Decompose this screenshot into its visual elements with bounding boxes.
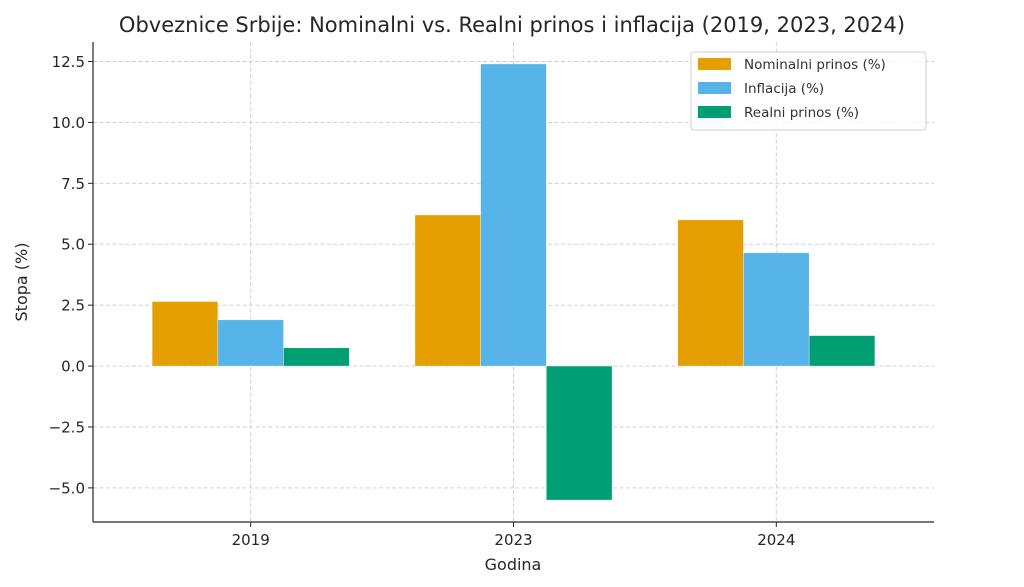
bar-inflacija-2023 <box>480 63 547 367</box>
bar-nominalni-2019 <box>151 301 219 367</box>
y-tick-label: 0.0 <box>61 358 85 376</box>
y-ticks: −5.0 −2.5 0.0 2.5 5.0 7.5 10.0 12.5 <box>49 53 93 497</box>
legend-box <box>690 51 927 131</box>
x-tick-label: 2024 <box>757 531 795 549</box>
y-tick-label: 10.0 <box>52 114 85 132</box>
y-tick-label: 2.5 <box>61 297 85 315</box>
legend-label-1: Nominalni prinos (%) <box>744 57 886 73</box>
legend: Nominalni prinos (%) Inflacija (%) Realni … <box>690 51 927 131</box>
y-tick-label: 12.5 <box>52 53 85 71</box>
x-ticks: 2019 2023 2024 <box>232 522 795 549</box>
bar-inflacija-2019 <box>217 319 284 367</box>
y-tick-label: −2.5 <box>49 418 85 436</box>
y-tick-label: −5.0 <box>49 479 85 497</box>
bar-realni-2023 <box>546 365 613 501</box>
y-axis-label: Stopa (%) <box>12 243 31 322</box>
x-axis-label: Godina <box>485 555 542 574</box>
bar-nominalni-2023 <box>414 214 481 367</box>
x-tick-label: 2023 <box>494 531 532 549</box>
bar-realni-2024 <box>808 335 876 367</box>
y-tick-label: 7.5 <box>61 175 85 193</box>
legend-swatch-1 <box>698 58 731 70</box>
bars <box>151 63 876 501</box>
bar-nominalni-2024 <box>677 219 744 367</box>
bar-inflacija-2024 <box>743 252 810 367</box>
legend-label-2: Inflacija (%) <box>744 81 824 97</box>
y-tick-label: 5.0 <box>61 236 85 254</box>
legend-label-3: Realni prinos (%) <box>744 105 859 121</box>
x-tick-label: 2019 <box>232 531 270 549</box>
legend-swatch-2 <box>698 82 731 94</box>
legend-swatch-3 <box>698 106 731 118</box>
chart-title: Obveznice Srbije: Nominalni vs. Realni p… <box>119 13 905 37</box>
bar-realni-2019 <box>283 347 350 367</box>
